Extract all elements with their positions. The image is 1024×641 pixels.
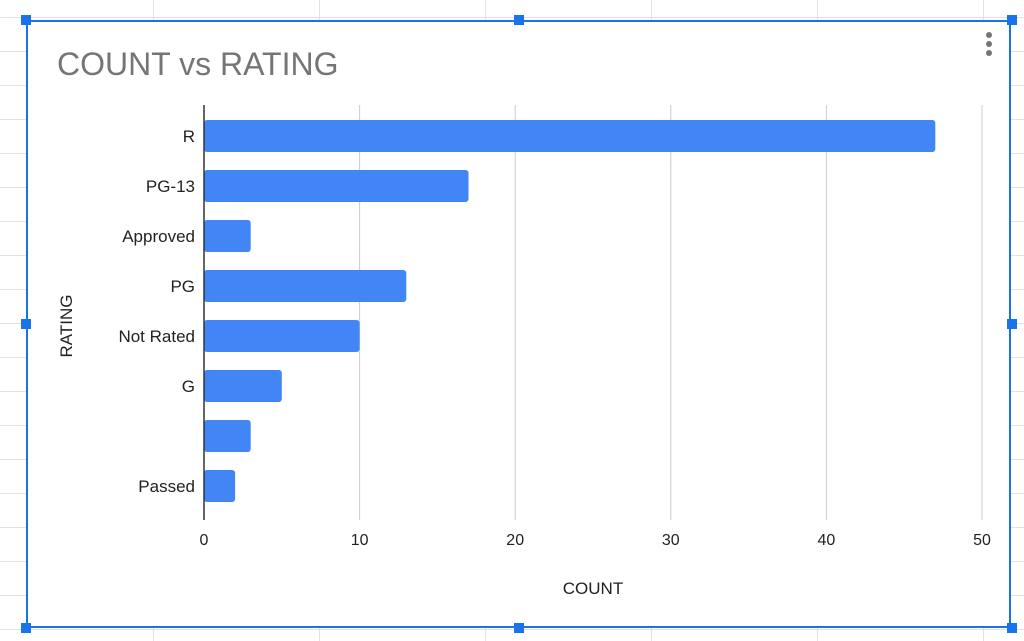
bar-g [204, 370, 282, 402]
more-options-icon[interactable] [983, 32, 995, 62]
y-tick-label: Not Rated [118, 327, 195, 346]
x-tick-label: 10 [351, 532, 369, 549]
resize-handle-right[interactable] [1007, 319, 1017, 329]
y-tick-label: PG [170, 277, 195, 296]
bar-passed [204, 470, 236, 502]
x-tick-label: 50 [973, 532, 991, 549]
y-tick-label: R [183, 127, 195, 146]
x-tick-label: 20 [506, 532, 524, 549]
resize-handle-top-right[interactable] [1007, 15, 1017, 25]
resize-handle-left[interactable] [21, 319, 31, 329]
resize-handle-top-left[interactable] [21, 15, 31, 25]
resize-handle-bottom-right[interactable] [1007, 623, 1017, 633]
y-tick-label: PG-13 [146, 177, 195, 196]
bar-not-rated [204, 320, 360, 352]
y-axis-label: RATING [57, 295, 76, 358]
x-tick-label: 30 [662, 532, 680, 549]
resize-handle-bottom-left[interactable] [21, 623, 31, 633]
resize-handle-top[interactable] [514, 15, 524, 25]
x-tick-label: 40 [818, 532, 836, 549]
bar-pg [204, 270, 407, 302]
y-tick-label: G [182, 377, 195, 396]
resize-handle-bottom[interactable] [514, 623, 524, 633]
bar-pg-13 [204, 170, 469, 202]
x-tick-label: 0 [200, 532, 209, 549]
x-axis-label: COUNT [563, 579, 623, 598]
y-tick-label: Approved [122, 227, 195, 246]
bar-blank [204, 420, 251, 452]
bar-approved [204, 220, 251, 252]
bar-r [204, 120, 936, 152]
chart-title: COUNT vs RATING [57, 46, 339, 82]
y-tick-label: Passed [138, 477, 195, 496]
